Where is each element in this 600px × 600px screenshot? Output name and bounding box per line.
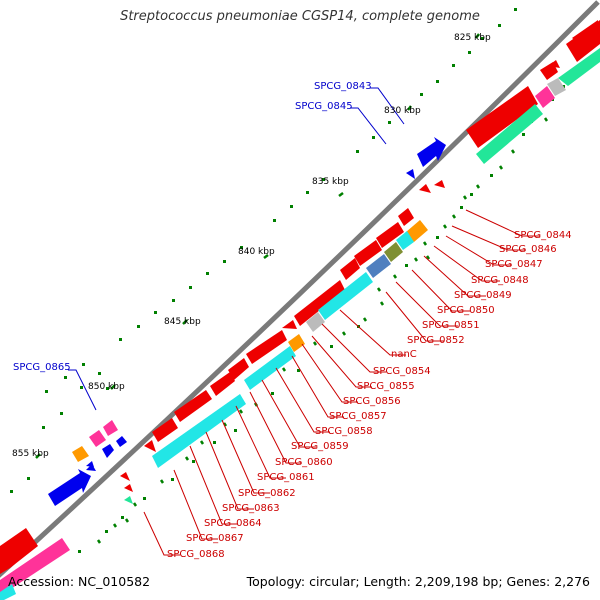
gene-label-spcg-0854[interactable]: SPCG_0854 xyxy=(373,366,431,377)
gene-spcg-0865c xyxy=(86,461,94,467)
gene-label-spcg-0850[interactable]: SPCG_0850 xyxy=(437,305,495,316)
gene-label-spcg-0852[interactable]: SPCG_0852 xyxy=(407,335,465,346)
gene-fwd-d xyxy=(102,444,114,458)
genome-title: Streptococcus pneumoniae CGSP14, complet… xyxy=(120,9,480,24)
gene-fwd-e xyxy=(116,436,127,447)
gene-label-spcg-0862[interactable]: SPCG_0862 xyxy=(238,488,296,499)
gene-label-spcg-0860[interactable]: SPCG_0860 xyxy=(275,457,333,468)
scale-label-850: 850 kbp xyxy=(88,382,125,392)
reverse-leaders xyxy=(143,209,540,556)
gene-label-spcg-0858[interactable]: SPCG_0858 xyxy=(315,426,373,437)
accession-text: Accession: NC_010582 xyxy=(8,574,151,589)
scale-label-855: 855 kbp xyxy=(12,449,49,459)
reverse-cog-boxes xyxy=(0,48,600,600)
gene-label-spcg-0849[interactable]: SPCG_0849 xyxy=(454,290,512,301)
gene-label-spcg-0844[interactable]: SPCG_0844 xyxy=(514,230,572,241)
gene-label-spcg-0845[interactable]: SPCG_0845 xyxy=(295,101,353,112)
gene-label-spcg-0864[interactable]: SPCG_0864 xyxy=(204,518,262,529)
scale-label-835: 835 kbp xyxy=(312,177,349,187)
gene-label-spcg-0861[interactable]: SPCG_0861 xyxy=(257,472,315,483)
gene-label-spcg-0859[interactable]: SPCG_0859 xyxy=(291,441,349,452)
scale-label-825: 825 kbp xyxy=(454,33,491,43)
gene-spcg-0845 xyxy=(406,169,415,179)
gene-label-spcg-0851[interactable]: SPCG_0851 xyxy=(422,320,480,331)
gene-label-spcg-0848[interactable]: SPCG_0848 xyxy=(471,275,529,286)
gene-label-spcg-0857[interactable]: SPCG_0857 xyxy=(329,411,387,422)
gene-label-spcg-0855[interactable]: SPCG_0855 xyxy=(357,381,415,392)
genome-backbone xyxy=(0,0,600,578)
scale-ticks xyxy=(10,8,517,493)
scale-label-840: 840 kbp xyxy=(238,247,275,257)
scale-major-ticks xyxy=(35,33,480,459)
scale-label-845: 845 kbp xyxy=(164,317,201,327)
gene-label-spcg-0867[interactable]: SPCG_0867 xyxy=(186,533,244,544)
gene-spcg-0843 xyxy=(417,137,446,167)
gene-label-spcg-0843[interactable]: SPCG_0843 xyxy=(314,81,372,92)
gene-label-spcg-0868[interactable]: SPCG_0868 xyxy=(167,549,225,560)
gene-spcg-0865a xyxy=(48,469,91,506)
gene-label-spcg-0865[interactable]: SPCG_0865 xyxy=(13,362,71,373)
gene-label-spcg-0846[interactable]: SPCG_0846 xyxy=(499,244,557,255)
gene-label-nanc[interactable]: nanC xyxy=(391,349,417,360)
scale-label-830: 830 kbp xyxy=(384,106,421,116)
gene-label-spcg-0856[interactable]: SPCG_0856 xyxy=(343,396,401,407)
gene-label-spcg-0847[interactable]: SPCG_0847 xyxy=(485,259,543,270)
forward-genes xyxy=(48,137,446,506)
gene-spcg-0865b xyxy=(86,464,96,471)
reverse-genes xyxy=(0,20,600,574)
topology-text: Topology: circular; Length: 2,209,198 bp… xyxy=(246,574,590,589)
gene-label-spcg-0863[interactable]: SPCG_0863 xyxy=(222,503,280,514)
forward-leaders xyxy=(68,87,405,411)
forward-cog-boxes xyxy=(72,420,118,462)
